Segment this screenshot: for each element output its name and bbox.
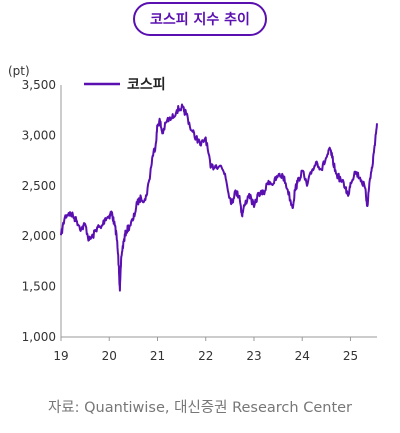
- y-tick-label: 1,000: [22, 330, 56, 344]
- x-tick-label: 24: [295, 349, 310, 363]
- y-axis-unit-label: (pt): [8, 64, 30, 78]
- x-tick-label: 22: [198, 349, 213, 363]
- y-tick-labels: 1,000 1,500 2,000 2,500 3,000 3,500: [22, 78, 56, 344]
- kospi-series-line: [60, 103, 378, 292]
- chart-title-badge: 코스피 지수 추이: [133, 2, 267, 36]
- legend-label: 코스피: [127, 77, 166, 93]
- x-tick-label: 20: [102, 349, 117, 363]
- y-tick-label: 2,500: [22, 179, 56, 193]
- x-tick-label: 21: [150, 349, 165, 363]
- x-tick-labels: 19 20 21 22 23 24 25: [53, 349, 358, 363]
- y-tick-label: 2,000: [22, 229, 56, 243]
- chart-title: 코스피 지수 추이: [150, 12, 250, 28]
- x-tick-label: 25: [343, 349, 358, 363]
- x-tick-label: 23: [246, 349, 261, 363]
- x-tick-label: 19: [53, 349, 68, 363]
- source-note: 자료: Quantiwise, 대신증권 Research Center: [47, 400, 353, 416]
- legend: 코스피: [84, 77, 166, 93]
- y-tick-label: 3,000: [22, 128, 56, 142]
- x-tick-marks: [60, 337, 351, 341]
- y-tick-label: 3,500: [22, 78, 56, 92]
- y-tick-label: 1,500: [22, 280, 56, 294]
